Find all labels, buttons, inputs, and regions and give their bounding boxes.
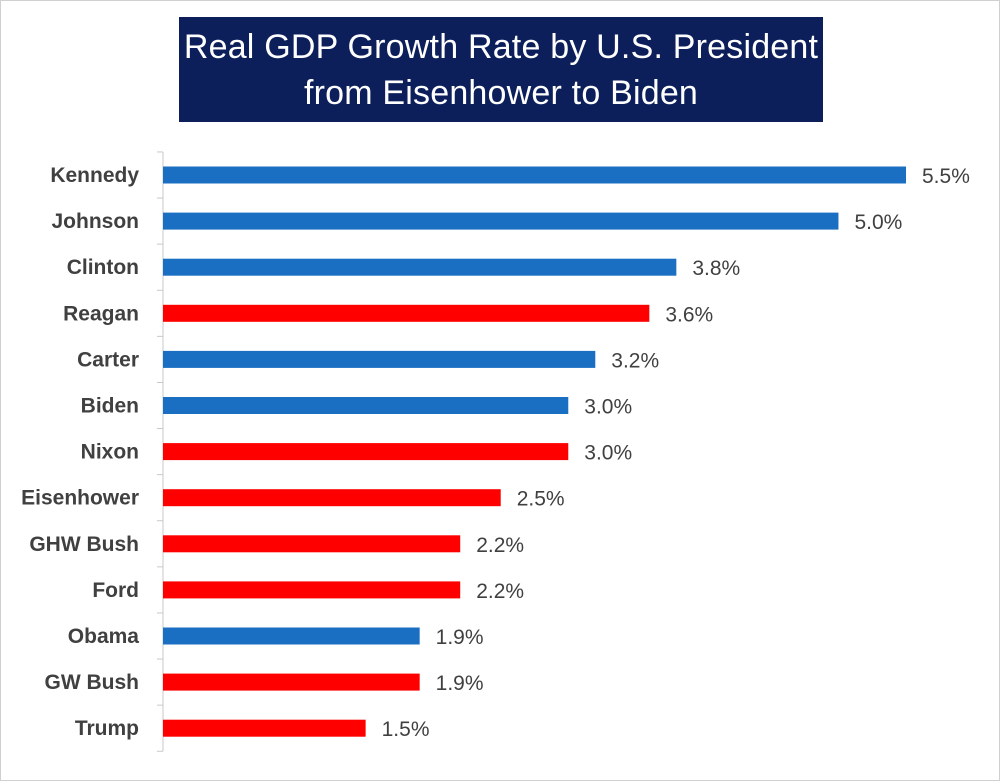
value-label: 1.9% [436,626,484,649]
category-label: Nixon [81,441,139,464]
bar-ghw-bush [163,535,461,553]
value-label: 3.0% [584,396,632,419]
bar-biden [163,397,569,414]
bar-nixon [163,443,569,461]
category-label: GW Bush [45,671,140,694]
chart-title-line-1: Real GDP Growth Rate by U.S. President [183,27,819,66]
bar-carter [163,350,596,368]
category-label: Biden [81,395,139,418]
category-label: Obama [68,625,140,648]
category-label: Reagan [63,302,139,325]
bar-reagan [163,304,650,322]
category-label: Ford [92,579,139,602]
value-label: 1.5% [382,718,430,741]
value-label: 3.2% [611,349,659,372]
value-label: 5.0% [854,211,902,234]
category-label: Trump [75,717,139,740]
chart-title: Real GDP Growth Rate by U.S. President f… [179,17,823,122]
bar-ford [163,581,461,599]
value-label: 3.8% [692,257,740,280]
value-label: 5.5% [922,165,970,188]
value-label: 1.9% [436,672,484,695]
value-label: 3.6% [665,303,713,326]
category-label: Eisenhower [21,487,139,510]
value-label: 2.2% [476,534,524,557]
bar-obama [163,627,420,645]
bar-kennedy [163,166,906,184]
category-label: Carter [77,348,139,371]
value-label: 2.5% [517,488,565,511]
bar-gw-bush [163,673,420,691]
bar-eisenhower [163,489,501,507]
bar-clinton [163,258,677,276]
category-label: Kennedy [50,164,139,187]
bar-trump [163,719,366,737]
bar-johnson [163,212,839,230]
value-label: 2.2% [476,580,524,603]
category-label: GHW Bush [29,533,139,556]
category-label: Johnson [52,210,140,233]
chart-title-line-2: from Eisenhower to Biden [303,73,699,112]
category-label: Clinton [67,256,139,279]
value-label: 3.0% [584,442,632,465]
